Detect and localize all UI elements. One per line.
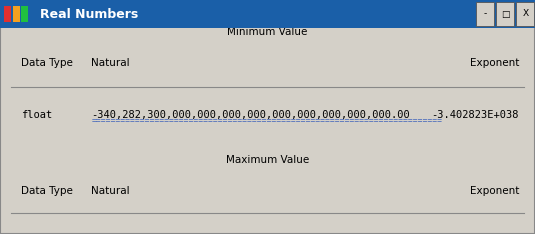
Text: float: float — [21, 110, 52, 120]
Text: -: - — [483, 10, 486, 18]
Text: Natural: Natural — [91, 186, 129, 196]
Bar — [4, 7, 11, 22]
Text: Data Type: Data Type — [21, 186, 73, 196]
Bar — [496, 2, 514, 26]
Text: Maximum Value: Maximum Value — [226, 155, 309, 165]
Text: Data Type: Data Type — [21, 58, 73, 68]
Text: -3.402823E+038: -3.402823E+038 — [431, 110, 519, 120]
Text: X: X — [522, 10, 529, 18]
Text: Minimum Value: Minimum Value — [227, 27, 308, 37]
Bar — [21, 7, 28, 22]
Text: Natural: Natural — [91, 58, 129, 68]
Bar — [516, 2, 534, 26]
Bar — [13, 7, 20, 22]
Text: □: □ — [501, 10, 509, 18]
Bar — [0, 0, 535, 28]
Text: ========================================================================: ========================================… — [92, 116, 443, 125]
Text: Exponent: Exponent — [470, 58, 519, 68]
Text: Real Numbers: Real Numbers — [40, 7, 139, 21]
Text: -340,282,300,000,000,000,000,000,000,000,000,000.00: -340,282,300,000,000,000,000,000,000,000… — [91, 110, 410, 120]
Bar — [476, 2, 494, 26]
Text: Exponent: Exponent — [470, 186, 519, 196]
